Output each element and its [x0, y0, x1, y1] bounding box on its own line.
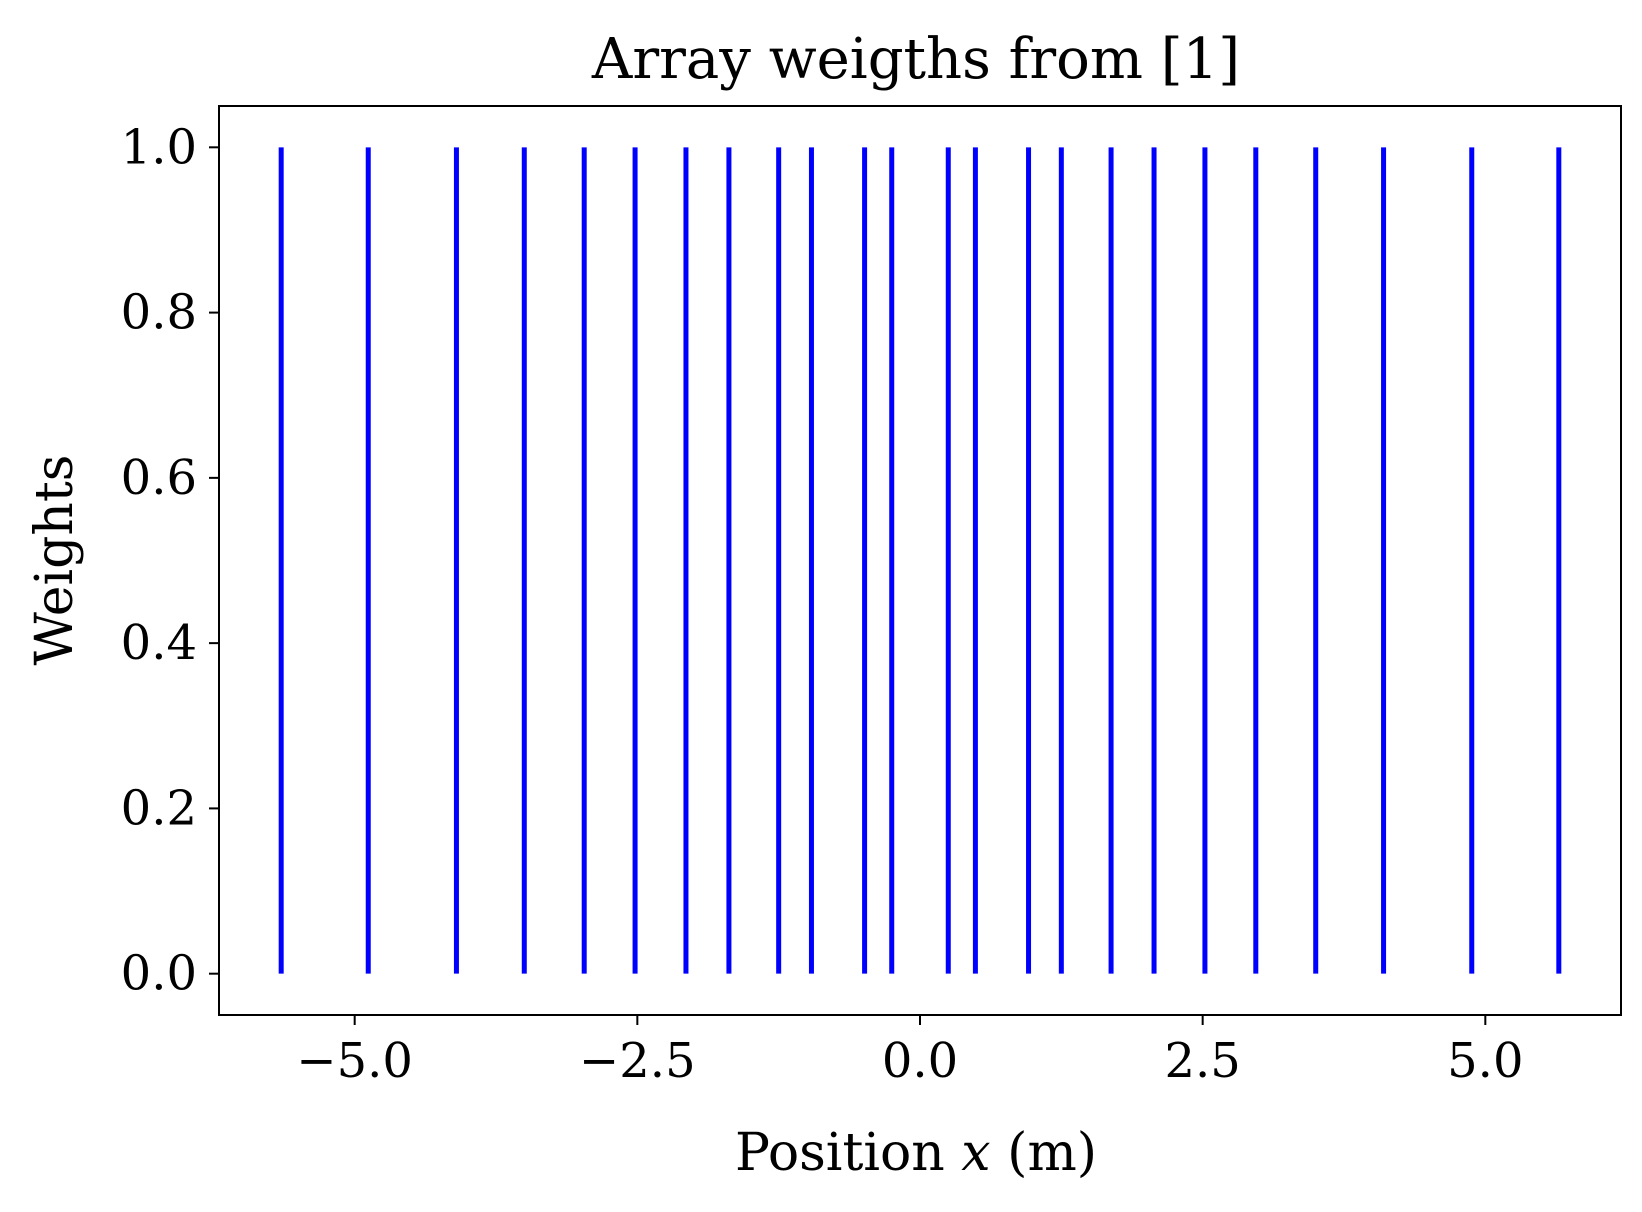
x-axis-label-variable: x	[961, 1123, 990, 1183]
stems-group	[278, 147, 1562, 974]
y-tick-label: 0.0	[121, 946, 197, 1002]
x-axis-label-prefix: Position	[735, 1123, 961, 1183]
chart-title: Array weigths from [1]	[591, 27, 1240, 92]
y-tick-label: 0.2	[121, 780, 197, 836]
x-axis-label: Position x (m)	[735, 1123, 1097, 1183]
plot-area-frame	[218, 105, 1622, 1016]
y-axis-ticks: 0.0 0.2 0.4 0.6 0.8 1.0	[121, 119, 219, 1002]
y-tick-label: 0.6	[121, 450, 197, 506]
x-axis-label-unit: (m)	[991, 1123, 1097, 1183]
x-axis-ticks: −5.0 −2.5 0.0 2.5 5.0	[296, 1015, 1523, 1089]
x-tick-label: 0.0	[882, 1033, 958, 1089]
x-tick-label: 5.0	[1447, 1033, 1523, 1089]
x-tick-label: −5.0	[296, 1033, 413, 1089]
x-tick-label: −2.5	[579, 1033, 696, 1089]
y-tick-label: 1.0	[121, 119, 197, 175]
x-tick-label: 2.5	[1164, 1033, 1240, 1089]
y-tick-label: 0.4	[121, 615, 197, 671]
y-tick-label: 0.8	[121, 285, 197, 341]
y-axis-label: Weights	[25, 455, 85, 666]
